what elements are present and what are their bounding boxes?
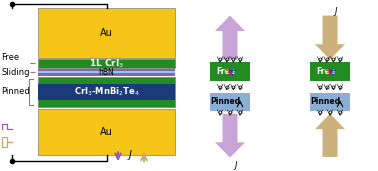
Text: Free: Free	[1, 54, 19, 62]
Text: $J$: $J$	[127, 148, 133, 162]
Text: Pinned: Pinned	[310, 97, 340, 106]
Text: Au: Au	[100, 28, 113, 38]
Text: CrI$_3$-MnBi$_2$Te$_4$: CrI$_3$-MnBi$_2$Te$_4$	[74, 86, 139, 98]
Bar	[38, 59, 175, 68]
Bar	[38, 84, 175, 100]
Bar	[38, 8, 175, 58]
Polygon shape	[315, 16, 345, 60]
Text: Pinned: Pinned	[210, 97, 240, 106]
Bar	[310, 93, 350, 111]
Bar	[210, 62, 250, 81]
Text: $J$: $J$	[233, 160, 239, 171]
Bar	[38, 109, 175, 155]
Text: hBN: hBN	[99, 68, 115, 77]
Text: Au: Au	[100, 127, 113, 137]
Bar	[38, 69, 175, 71]
Text: Free: Free	[316, 67, 336, 76]
Text: Sliding: Sliding	[1, 68, 29, 77]
Polygon shape	[215, 16, 245, 60]
Text: $J$: $J$	[333, 4, 339, 17]
Text: 1L CrI$_3$: 1L CrI$_3$	[89, 57, 124, 70]
Bar	[38, 77, 175, 107]
Bar	[210, 93, 250, 111]
Polygon shape	[215, 114, 245, 158]
Text: Free: Free	[217, 67, 235, 76]
Bar	[38, 74, 175, 76]
Bar	[310, 62, 350, 81]
Polygon shape	[315, 114, 345, 158]
Bar	[38, 71, 175, 74]
Text: Pinned: Pinned	[1, 87, 30, 96]
